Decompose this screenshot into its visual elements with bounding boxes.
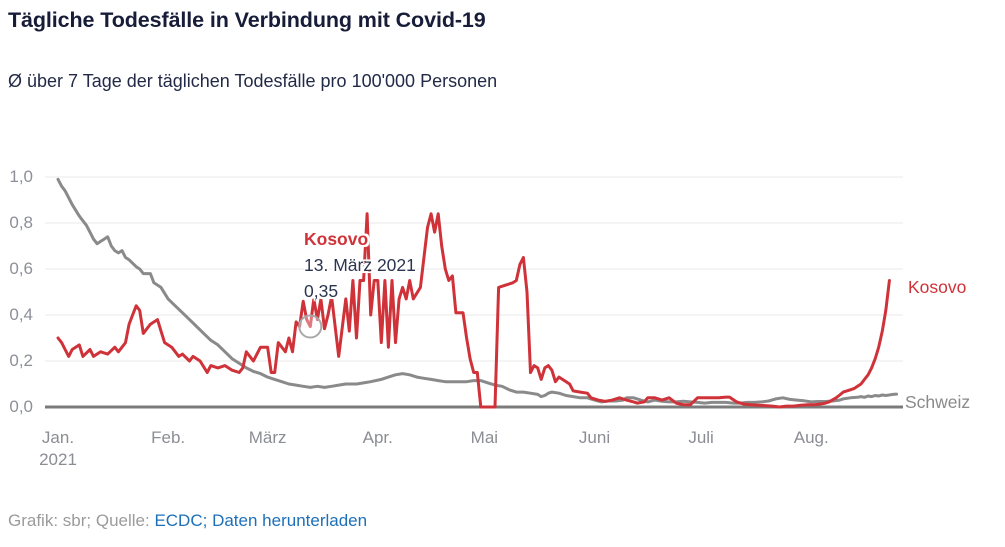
x-tick-label: Apr. xyxy=(362,428,393,447)
download-link[interactable]: Daten herunterladen xyxy=(212,511,368,530)
series-label-kosovo: Kosovo xyxy=(908,277,967,297)
x-tick-label: Juli xyxy=(688,428,714,447)
y-tick-label: 1,0 xyxy=(9,167,33,186)
y-tick-label: 0,4 xyxy=(9,305,33,324)
gridlines xyxy=(45,176,903,409)
x-tick-label: Juni xyxy=(578,428,611,447)
x-tick-label: Aug. xyxy=(793,428,829,447)
tooltip-value: 0,35 xyxy=(304,281,339,301)
schweiz-line[interactable] xyxy=(56,177,898,405)
x-tick-label: Jan. xyxy=(41,428,75,447)
tooltip: Kosovo 13. März 2021 0,35 xyxy=(304,226,416,304)
highlighted-point-marker xyxy=(298,314,323,339)
y-tick-label: 0,6 xyxy=(9,259,33,278)
source-link[interactable]: ECDC; xyxy=(154,511,208,530)
series-label-schweiz: Schweiz xyxy=(905,392,971,412)
kosovo-line[interactable] xyxy=(56,212,891,409)
credit-text: Grafik: sbr; Quelle: xyxy=(8,511,155,530)
x-tick-label: Feb. xyxy=(151,428,186,447)
tooltip-date: 13. März 2021 xyxy=(304,255,416,275)
y-tick-label: 0,0 xyxy=(9,397,33,416)
tooltip-series-name: Kosovo xyxy=(304,229,369,249)
y-tick-label: 0,2 xyxy=(9,351,33,370)
chart-footer: Grafik: sbr; Quelle: ECDC; Daten herunte… xyxy=(8,511,367,531)
chart-subtitle: Ø über 7 Tage der täglichen Todesfälle p… xyxy=(8,71,498,91)
y-tick-label: 0,8 xyxy=(9,213,33,232)
page-title: Tägliche Todesfälle in Verbindung mit Co… xyxy=(8,8,486,32)
x-tick-label: März xyxy=(248,428,287,447)
x-tick-label: Mai xyxy=(470,428,499,447)
x-tick-sublabel: 2021 xyxy=(39,450,77,469)
